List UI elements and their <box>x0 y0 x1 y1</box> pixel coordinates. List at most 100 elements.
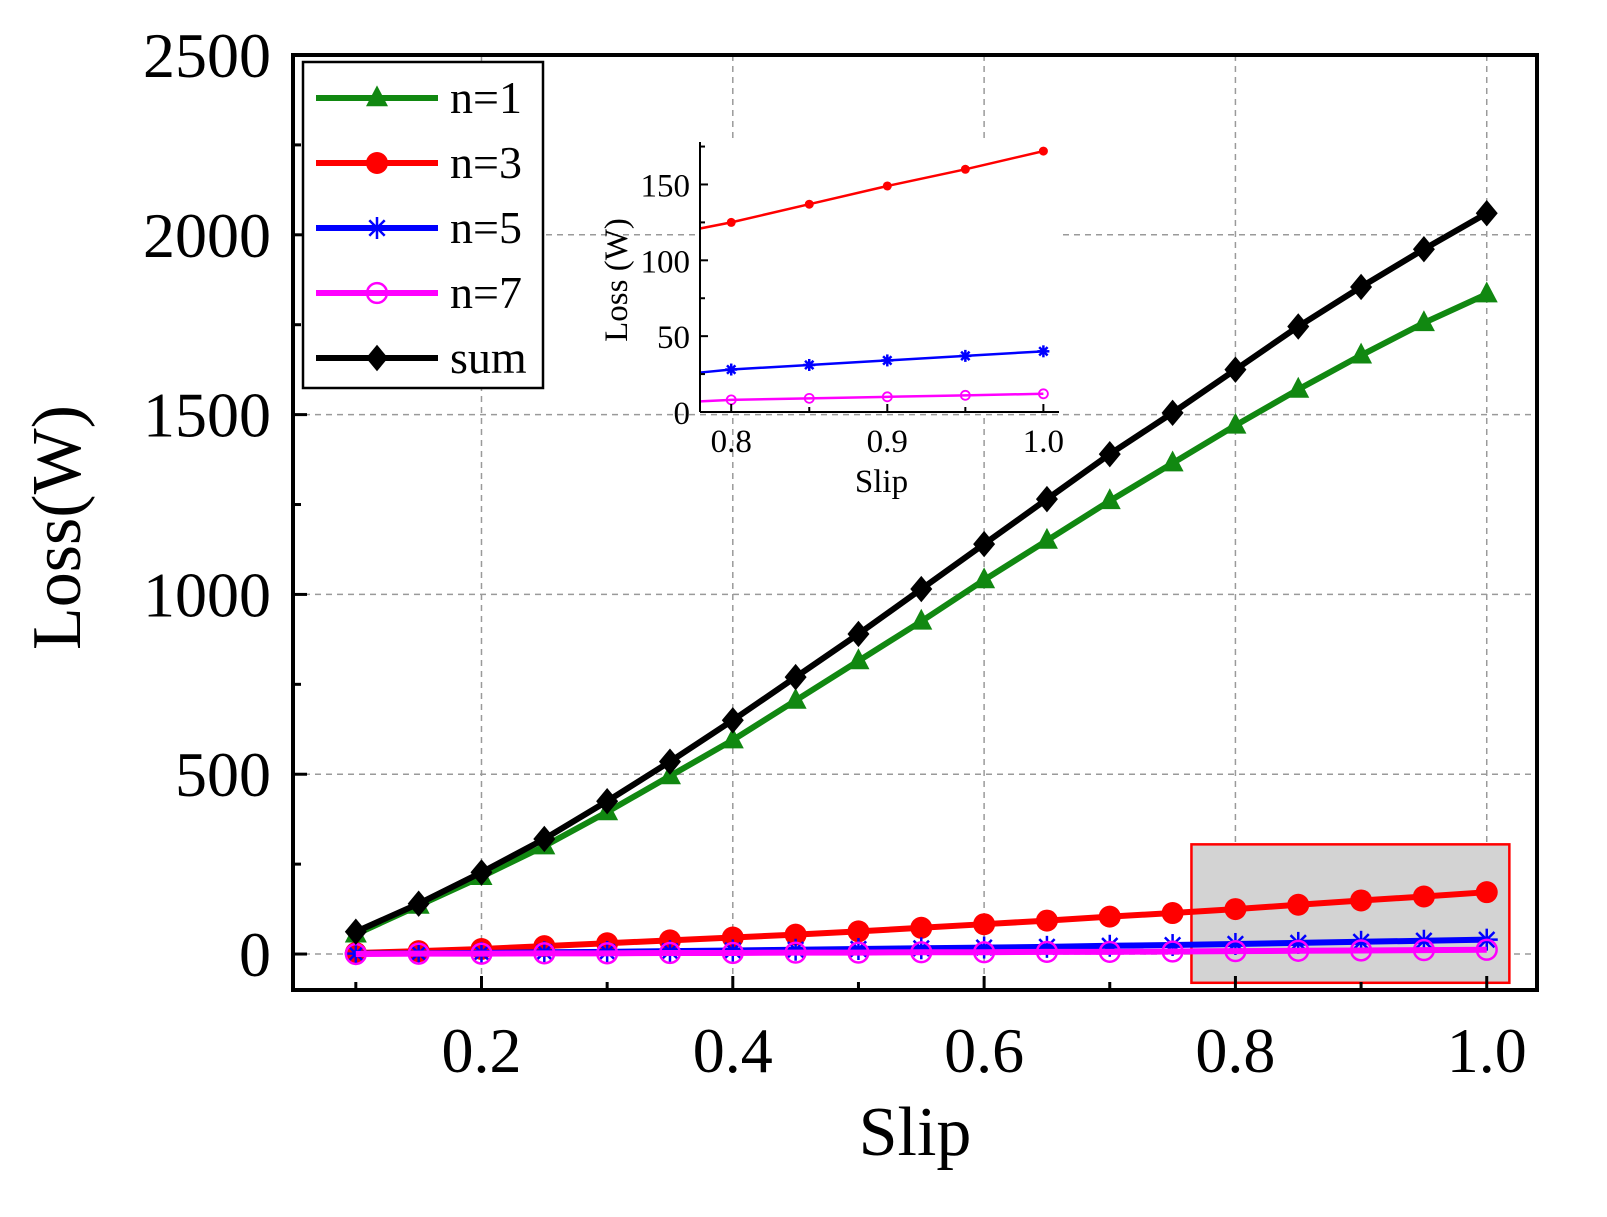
legend-label: n=3 <box>450 137 522 188</box>
legend-label: n=5 <box>450 202 522 253</box>
data-point <box>1098 488 1121 510</box>
data-point <box>721 926 744 949</box>
data-point <box>658 941 682 965</box>
inset-data-point <box>725 363 738 376</box>
inset-series-n3 <box>699 146 1048 230</box>
inset-chart: 0 50 100 150 0.8 0.9 1.0 Slip Loss (W) <box>599 142 1064 500</box>
data-point <box>1098 940 1121 964</box>
data-point <box>1035 485 1058 513</box>
inset-data-point <box>804 199 814 209</box>
data-point <box>1475 881 1498 904</box>
plot-frame <box>291 53 1539 992</box>
data-point <box>1287 939 1310 962</box>
data-point <box>407 942 430 965</box>
series-line <box>355 946 1487 958</box>
inset-data-point <box>882 181 892 191</box>
data-point <box>407 890 430 917</box>
data-point <box>344 918 367 945</box>
data-point <box>1412 938 1436 962</box>
x-tick-label: 0.2 <box>441 1015 521 1086</box>
data-point <box>1224 898 1247 921</box>
data-point <box>1412 885 1435 908</box>
data-point <box>847 648 870 670</box>
series-sum <box>344 200 1498 945</box>
data-point <box>1098 440 1121 468</box>
data-point <box>1035 940 1059 964</box>
inset-y-tick-label: 0 <box>674 396 691 432</box>
data-point <box>972 941 996 964</box>
legend-marker <box>366 85 388 107</box>
data-point <box>973 567 996 589</box>
y-axis: 0 500 1000 1500 2000 2500 <box>143 20 307 990</box>
inset-y-tick-label: 150 <box>641 168 691 204</box>
legend-item: n=7 <box>316 267 522 318</box>
data-point <box>973 913 996 936</box>
data-point <box>910 575 933 603</box>
legend-marker <box>366 152 388 174</box>
inset-x-tick-label: 0.8 <box>711 424 752 460</box>
inset-data-point <box>881 354 894 367</box>
data-point <box>1412 310 1435 332</box>
data-point <box>1161 940 1184 963</box>
inset-series-n7 <box>699 388 1049 406</box>
data-point <box>910 941 933 964</box>
y-tick-label: 500 <box>175 739 271 810</box>
data-point <box>784 923 807 946</box>
inset-y-tick-label: 50 <box>657 320 690 356</box>
data-point <box>595 942 619 965</box>
data-point <box>1287 313 1310 340</box>
x-tick-label: 0.6 <box>944 1015 1024 1086</box>
legend-marker <box>366 344 388 372</box>
data-point <box>721 727 744 749</box>
y-tick-label: 1000 <box>143 559 271 630</box>
legend-item: sum <box>316 332 527 383</box>
x-tick-label: 0.8 <box>1195 1015 1275 1086</box>
inset-data-point <box>960 164 970 174</box>
data-point <box>533 825 556 853</box>
x-tick-label: 1.0 <box>1447 1015 1527 1086</box>
y-axis-title: Loss(W) <box>19 405 96 650</box>
inset-y-axis-title: Loss (W) <box>599 218 635 342</box>
data-point <box>1475 938 1498 961</box>
data-point <box>1350 342 1373 364</box>
data-point <box>470 942 493 965</box>
data-point <box>1224 940 1247 963</box>
legend-marker <box>366 217 388 239</box>
legend-item: n=3 <box>316 137 522 188</box>
data-point <box>784 663 807 691</box>
inset-data-point <box>881 391 893 403</box>
data-point <box>470 859 493 886</box>
data-point <box>1098 905 1121 928</box>
inset-data-point <box>959 389 971 401</box>
inset-x-tick-label: 0.9 <box>867 424 908 460</box>
inset-x-tick-label: 1.0 <box>1023 424 1064 460</box>
data-point <box>533 942 556 965</box>
y-tick-label: 0 <box>239 919 271 990</box>
data-point <box>1287 376 1310 398</box>
inset-data-point <box>1037 345 1050 358</box>
data-point <box>784 687 807 709</box>
data-point <box>847 620 870 648</box>
inset-series-line <box>699 149 1044 230</box>
inset-data-point <box>803 358 816 371</box>
inset-data-point <box>726 217 736 227</box>
data-point <box>1475 200 1498 227</box>
legend-label: sum <box>450 332 527 383</box>
legend: n=1 n=3 n=5 n=7 sum <box>301 60 545 390</box>
inset-data-point <box>959 349 972 362</box>
inset-series-n5 <box>699 345 1050 376</box>
data-point <box>1161 399 1184 427</box>
legend-item: n=1 <box>316 72 522 123</box>
data-point <box>910 608 933 630</box>
data-point <box>1350 889 1373 912</box>
x-axis-title: Slip <box>859 1094 972 1171</box>
inset-x-axis-title: Slip <box>855 464 908 500</box>
y-tick-label: 2500 <box>143 20 271 91</box>
data-point <box>1161 902 1184 925</box>
data-point <box>1412 235 1435 263</box>
series-n7 <box>344 938 1498 966</box>
data-point <box>1287 893 1310 916</box>
inset-data-point <box>1037 388 1049 400</box>
inset-data-point <box>1038 146 1048 156</box>
